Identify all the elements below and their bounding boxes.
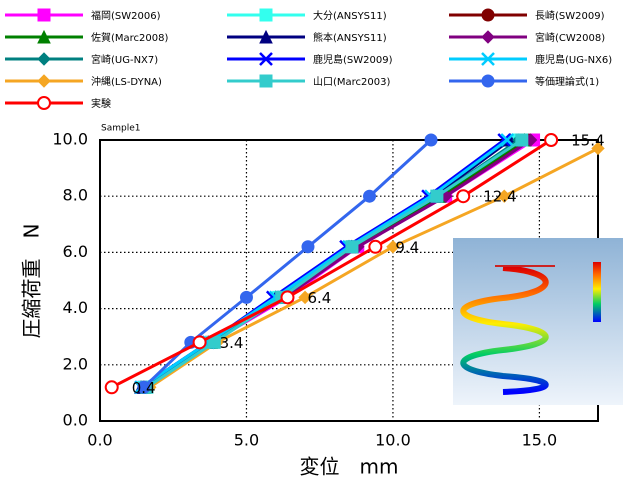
series (138, 134, 437, 393)
marker (516, 134, 528, 146)
marker (482, 75, 494, 87)
y-tick-label: 2.0 (63, 354, 88, 373)
x-tick-label: 0.0 (87, 431, 112, 450)
marker (106, 381, 118, 393)
x-tick-label: 10.0 (375, 431, 411, 450)
legend-label: 山口(Marc2003) (313, 76, 390, 88)
color-bar (593, 262, 601, 322)
data-label: 12.4 (483, 188, 516, 206)
legend-label: 熊本(ANSYS11) (313, 31, 387, 44)
data-label: 15.4 (571, 132, 604, 150)
marker (240, 291, 252, 303)
marker (425, 134, 437, 146)
marker (482, 31, 494, 43)
y-tick-label: 0.0 (63, 411, 88, 430)
data-label: 0.4 (132, 379, 156, 397)
marker (281, 291, 293, 303)
marker (346, 241, 358, 253)
marker (431, 190, 443, 202)
y-tick-label: 6.0 (63, 242, 88, 261)
marker (260, 9, 272, 21)
legend-label: 大分(ANSYS11) (313, 9, 387, 22)
data-label: 6.4 (307, 289, 331, 307)
marker (482, 9, 494, 21)
marker (38, 9, 50, 21)
marker (545, 134, 557, 146)
chart: 0.4 3.4 6.4 9.4 12.4 15.4 福岡(SW2006) 大分(ANSYS1… (0, 0, 627, 481)
data-label: 9.4 (395, 238, 419, 256)
legend-label: 宮崎(UG-NX7) (91, 53, 158, 66)
marker (364, 190, 376, 202)
inset-image (453, 238, 623, 405)
marker (369, 241, 381, 253)
x-tick-label: 5.0 (234, 431, 259, 450)
legend-label: 長崎(SW2009) (535, 9, 605, 22)
legend: 福岡(SW2006) 大分(ANSYS11) 長崎(SW2009) 佐賀(Marc20… (5, 9, 612, 110)
y-tick-label: 8.0 (63, 186, 88, 205)
legend-label: 沖縄(LS-DYNA) (91, 75, 162, 88)
marker (38, 75, 50, 87)
y-tick-label: 10.0 (52, 130, 88, 149)
x-tick-label: 15.0 (522, 431, 558, 450)
legend-label: 鹿児島(SW2009) (313, 53, 393, 66)
y-tick-label: 4.0 (63, 298, 88, 317)
marker (260, 75, 272, 87)
legend-label: 等価理論式(1) (535, 75, 599, 88)
legend-label: 実験 (91, 97, 111, 110)
x-axis-title: 変位 mm (300, 455, 399, 479)
y-axis-title: 圧縮荷重 N (20, 224, 44, 339)
legend-label: 鹿児島(UG-NX6) (535, 53, 612, 66)
marker (457, 190, 469, 202)
marker (194, 336, 206, 348)
legend-label: 宮崎(CW2008) (535, 31, 605, 44)
legend-label: 福岡(SW2006) (91, 9, 161, 22)
annotation: Sample1 (101, 124, 140, 134)
data-label: 3.4 (220, 334, 244, 352)
marker (38, 53, 50, 65)
legend-label: 佐賀(Marc2008) (91, 32, 168, 44)
marker (38, 97, 50, 109)
marker (302, 241, 314, 253)
